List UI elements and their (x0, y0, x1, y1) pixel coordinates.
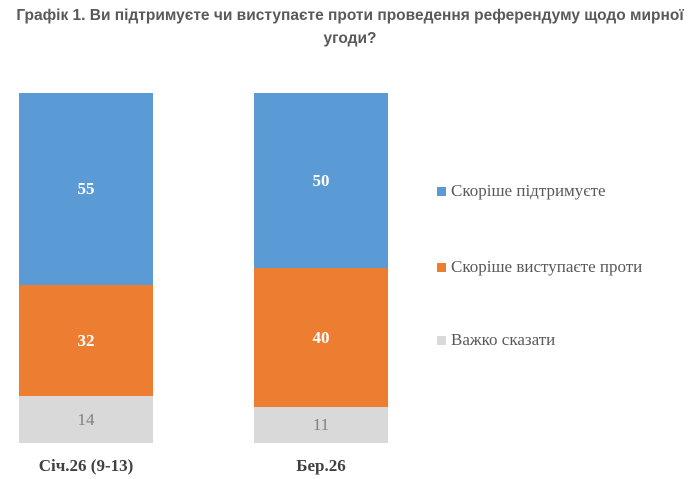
bar-segment-hard-to-say: 11 (254, 407, 388, 443)
legend-swatch-gray-icon (437, 335, 446, 345)
bar-segment-support: 50 (254, 93, 388, 268)
stacked-bar-jan26: 55 32 14 (19, 93, 153, 443)
data-label: 50 (312, 170, 330, 190)
bar-segment-against: 32 (19, 285, 153, 396)
legend-swatch-orange-icon (437, 262, 446, 272)
data-label: 40 (312, 327, 330, 347)
chart-title-line-1: Графік 1. Ви підтримуєте чи виступаєте п… (16, 7, 684, 24)
bar-segment-support: 55 (19, 93, 153, 285)
legend-item-support: Скоріше підтримуєте (437, 181, 606, 201)
chart-title-line-2: угоди? (323, 30, 377, 47)
legend-label: Скоріше виступаєте проти (451, 257, 643, 276)
stacked-bar-mar26: 50 40 11 (254, 93, 388, 443)
legend-label: Важко сказати (451, 330, 556, 349)
chart-title: Графік 1. Ви підтримуєте чи виступаєте п… (0, 4, 700, 50)
legend-swatch-blue-icon (437, 186, 446, 196)
bar-segment-against: 40 (254, 268, 388, 407)
data-label: 14 (77, 409, 95, 429)
data-label: 11 (312, 415, 330, 434)
data-label: 55 (77, 179, 95, 198)
legend-item-hard-to-say: Важко сказати (437, 330, 555, 350)
legend-label: Скоріше підтримуєте (451, 181, 606, 200)
x-axis-label-jan26: Січ.26 (9-13) (38, 456, 134, 475)
data-label: 32 (77, 330, 95, 350)
x-axis-label-mar26: Бер.26 (296, 456, 346, 475)
bar-segment-hard-to-say: 14 (19, 396, 153, 443)
legend-item-against: Скоріше виступаєте проти (437, 257, 642, 277)
